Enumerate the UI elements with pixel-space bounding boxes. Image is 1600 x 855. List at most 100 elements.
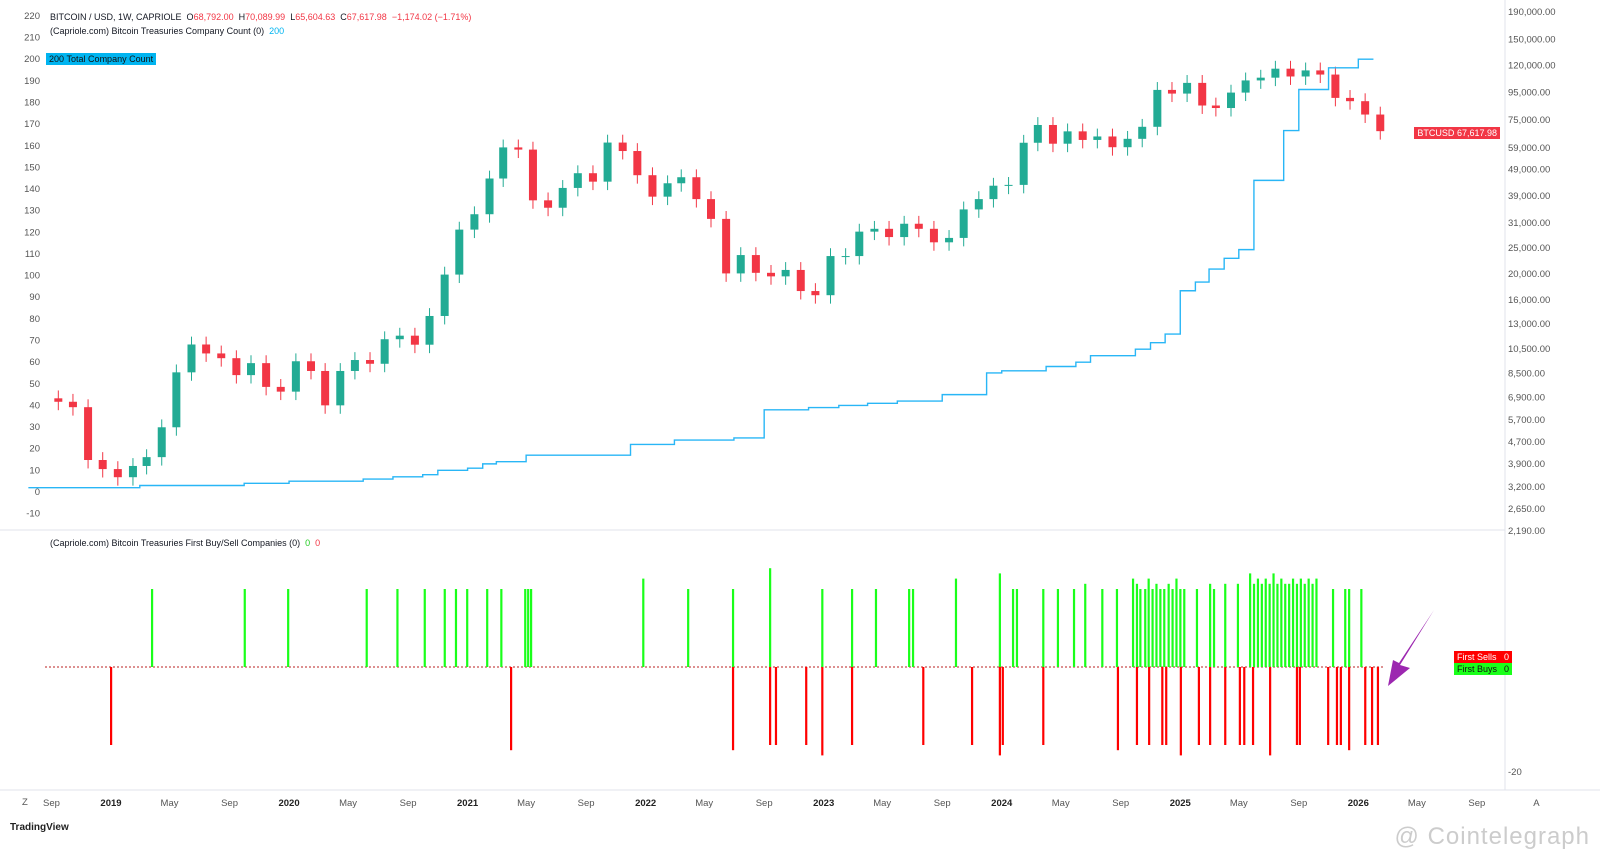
time-axis-label: Sep (400, 798, 417, 809)
change-value: −1,174.02 (−1.71%) (391, 12, 472, 22)
first-buy-bar (1015, 589, 1019, 667)
first-sells-label: First Sells (1457, 652, 1497, 662)
time-axis-label: May (1052, 798, 1070, 809)
first-buy-bar (1159, 589, 1162, 667)
left-axis-tick: 20 (29, 444, 40, 455)
candle-body (1183, 82, 1192, 94)
left-axis-tick: -10 (26, 509, 40, 520)
time-axis-label: 2025 (1170, 798, 1192, 809)
first-buy-bar (287, 589, 290, 667)
candle-body (1227, 92, 1235, 109)
candle-body (855, 231, 864, 257)
candle-body (558, 187, 567, 208)
tradingview-logo[interactable]: TradingView (10, 822, 69, 833)
first-sell-bar (1298, 667, 1301, 745)
first-sell-bar (1295, 667, 1299, 745)
first-buy-bar (1249, 573, 1252, 667)
candle-body (885, 228, 894, 238)
first-buy-bar (1101, 589, 1104, 667)
first-buy-bar (1331, 589, 1335, 667)
price-tag: BTCUSD 67,617.98 (1414, 127, 1500, 139)
close-value: 67,617.98 (346, 12, 387, 22)
indicator2-legend[interactable]: (Capriole.com) Bitcoin Treasuries First … (50, 538, 320, 548)
candle-body (751, 255, 760, 273)
candle-body (528, 149, 537, 201)
candle-body (425, 315, 434, 345)
left-axis-tick: 220 (24, 11, 40, 22)
candle-body (544, 200, 553, 208)
candle-body (366, 360, 375, 364)
first-sell-bar (110, 667, 113, 745)
candle-body (217, 353, 226, 359)
first-buy-bar (769, 568, 772, 667)
right-axis-tick: 13,000.00 (1508, 319, 1550, 330)
first-buy-bar (874, 589, 878, 667)
candle-body (410, 335, 419, 345)
first-buy-bar (1252, 583, 1256, 667)
close-label: C (340, 12, 347, 22)
candle-body (781, 269, 790, 277)
right-axis-tick: 2,190.00 (1508, 526, 1545, 537)
first-sell-bar (1165, 667, 1168, 745)
candle-body (929, 228, 938, 243)
candle-body (1123, 138, 1132, 148)
left-axis-tick: 120 (24, 227, 40, 238)
first-buy-bar (1144, 589, 1147, 667)
candle-body (1048, 124, 1057, 144)
first-buy-bar (443, 589, 446, 667)
right-axis-tick: 95,000.00 (1508, 88, 1550, 99)
right-axis-tick: 49,000.00 (1508, 165, 1550, 176)
candle-body (663, 183, 672, 197)
high-value: 70,089.99 (245, 12, 286, 22)
left-axis-tick: 160 (24, 141, 40, 152)
left-axis-tick: 200 (24, 54, 40, 65)
indicator1-legend[interactable]: (Capriole.com) Bitcoin Treasuries Compan… (50, 26, 284, 36)
candle-body (1211, 105, 1220, 109)
candle-body (1241, 80, 1250, 93)
candle-body (350, 360, 359, 371)
first-buy-bar (1284, 583, 1287, 667)
time-axis-label: Sep (756, 798, 773, 809)
candle-body (1093, 136, 1102, 140)
candle-body (1361, 101, 1370, 115)
first-sell-bar (1348, 667, 1351, 751)
first-sell-bar (1197, 667, 1201, 745)
candle-body (1346, 97, 1355, 102)
z-button[interactable]: Z (22, 797, 28, 808)
time-axis-label: 2020 (278, 798, 299, 809)
first-sell-bar (1042, 667, 1045, 745)
candle-body (870, 228, 879, 232)
first-sell-bar (1116, 667, 1120, 751)
candle-body (470, 214, 479, 230)
first-buy-bar (1311, 583, 1314, 667)
first-sell-bar (731, 667, 735, 751)
candle-body (54, 398, 63, 402)
right-axis-tick: 75,000.00 (1508, 115, 1550, 126)
time-axis-label: Sep (221, 798, 238, 809)
candle-body (455, 229, 464, 275)
candle-body (1301, 70, 1310, 77)
price-tag-symbol: BTCUSD (1417, 128, 1455, 138)
candle-body (1198, 82, 1207, 106)
candle-body (633, 151, 642, 176)
first-buy-bar (530, 589, 533, 667)
candle-body (380, 339, 389, 364)
candle-body (1153, 89, 1162, 127)
first-buy-bar (1115, 589, 1119, 667)
first-buy-bar (1183, 589, 1186, 667)
time-axis-label: Sep (43, 798, 60, 809)
right-axis-tick: 59,000.00 (1508, 143, 1550, 154)
candle-body (811, 291, 820, 296)
first-sell-bar (510, 667, 513, 751)
first-buy-bar (1256, 578, 1260, 667)
left-axis-tick: 30 (29, 422, 40, 433)
right-axis-tick: 3,900.00 (1508, 459, 1545, 470)
candle-body (485, 178, 494, 215)
left-axis-tick: 110 (25, 249, 40, 260)
left-axis-tick: 140 (24, 184, 40, 195)
time-axis-label: 2023 (813, 798, 834, 809)
candle-body (767, 272, 775, 277)
indicator2-sell-value: 0 (315, 538, 321, 548)
candle-body (514, 147, 523, 150)
